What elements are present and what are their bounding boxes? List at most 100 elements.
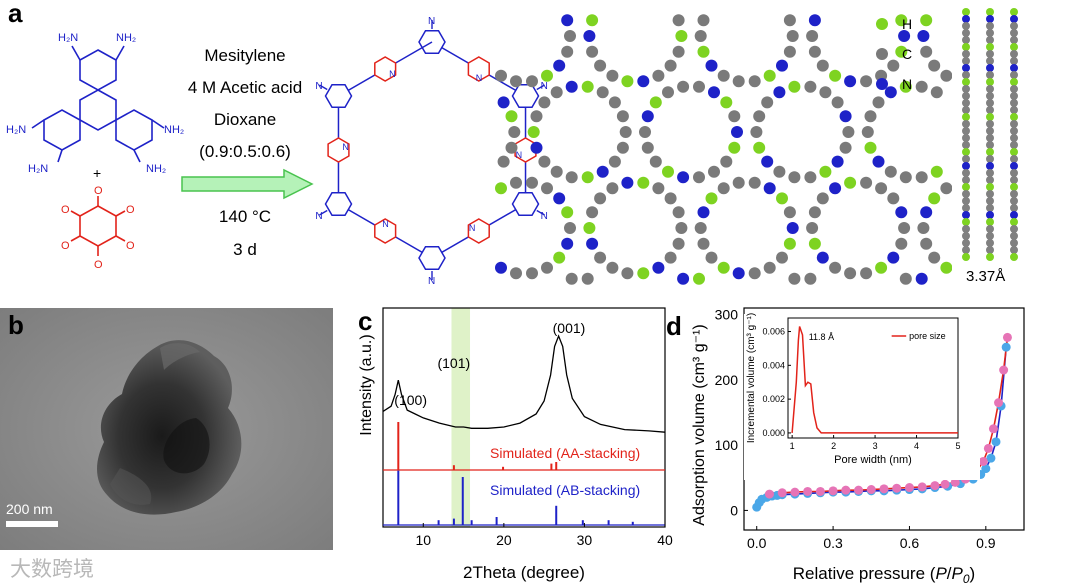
linker-ring <box>467 56 490 82</box>
inset-y-tick-label: 0.004 <box>762 360 785 370</box>
atom-sphere <box>928 251 941 264</box>
amine-labels: H₂N NH₂ H₂N H₂N NH₂ NH₂ <box>6 32 184 175</box>
stacked-atom <box>1010 155 1018 163</box>
atom-sphere <box>763 261 776 274</box>
stacked-atom <box>962 141 970 149</box>
atom-sphere <box>526 267 538 280</box>
stacked-atom <box>986 225 994 233</box>
atom-sphere <box>748 176 761 189</box>
stacked-atom <box>1010 190 1018 198</box>
stacked-atom <box>962 155 970 163</box>
atom-sphere <box>804 272 817 285</box>
atom-sphere <box>526 75 538 88</box>
stacked-atom <box>986 127 994 135</box>
atom-sphere <box>776 192 788 205</box>
pore-size-annotation: 11.8 Å <box>809 332 834 342</box>
atom-sphere <box>530 141 543 154</box>
desorption-point <box>866 485 876 495</box>
y-tick-label: 200 <box>715 372 739 388</box>
atom-sphere <box>672 45 685 58</box>
svg-text:H₂N: H₂N <box>28 163 48 175</box>
atom-sphere <box>783 45 796 58</box>
atom-sphere <box>708 86 720 99</box>
atom-sphere <box>920 14 933 27</box>
reaction-condition: Mesitylene <box>204 46 286 65</box>
carbon-legend-marker <box>876 48 888 60</box>
stacked-atom <box>962 64 970 72</box>
atom-sphere <box>761 96 774 109</box>
atom-sphere <box>915 272 928 285</box>
atom-sphere <box>561 206 574 219</box>
stacked-atom <box>1010 197 1018 205</box>
stacked-atom <box>986 141 994 149</box>
atom-sphere <box>697 14 710 27</box>
peak-highlight-band <box>451 308 471 527</box>
framework-extension <box>536 209 545 216</box>
stacked-atom <box>1010 176 1018 184</box>
stacking-side-view <box>962 8 1018 261</box>
peak-label: (100) <box>394 392 427 408</box>
watermark: 大数跨境 <box>10 558 94 581</box>
x-tick-label: 10 <box>415 532 431 548</box>
cof-lattice-model <box>495 14 952 285</box>
legend-label-n: N <box>902 76 912 92</box>
stacked-atom <box>986 106 994 114</box>
desorption-point <box>940 479 950 489</box>
stacked-atom <box>962 246 970 254</box>
atom-sphere <box>788 80 801 93</box>
atom-sphere <box>541 69 553 82</box>
reaction-condition: 140 °C <box>218 207 272 226</box>
atom-sphere <box>839 141 852 154</box>
atom-sphere <box>829 182 842 195</box>
atom-sphere <box>616 110 629 123</box>
stacked-atom <box>962 211 970 219</box>
svg-text:NH₂: NH₂ <box>146 163 166 175</box>
atom-sphere <box>672 237 685 250</box>
atom-sphere <box>581 272 594 285</box>
desorption-point <box>1002 332 1012 342</box>
nitrogen-label: N <box>476 73 483 83</box>
atom-sphere <box>928 192 941 205</box>
atom-sphere <box>495 261 507 274</box>
atom-sphere <box>864 110 877 123</box>
atom-sphere <box>776 251 788 264</box>
atom-sphere <box>586 14 599 27</box>
atom-sphere <box>616 141 629 154</box>
atom-sphere <box>564 222 576 234</box>
x-tick-label: 30 <box>577 532 593 548</box>
linker-ring <box>374 56 397 82</box>
stacked-atom <box>1010 253 1018 261</box>
y-tick-label: 100 <box>715 437 739 453</box>
atom-sphere <box>783 206 796 219</box>
stacked-atom <box>1010 64 1018 72</box>
atom-sphere <box>920 45 933 58</box>
stacked-atom <box>1010 148 1018 156</box>
atom-sphere <box>808 14 821 27</box>
atom-sphere <box>763 182 776 195</box>
isotherm-chart: 0.0 0.3 0.6 0.9 0 100 200 300 Relative pressure … <box>691 307 1025 586</box>
stacked-atom <box>962 57 970 65</box>
desorption-point <box>841 485 851 495</box>
atom-sphere <box>608 96 621 109</box>
carbonyl-labels: O O O O O O <box>61 185 135 271</box>
svg-text:H₂N: H₂N <box>58 32 78 44</box>
stacked-atom <box>986 155 994 163</box>
atom-sphere <box>621 267 634 280</box>
atom-sphere <box>717 182 730 195</box>
atom-sphere <box>565 272 578 285</box>
linker-ring <box>327 137 350 163</box>
desorption-point <box>917 482 927 492</box>
plot-frame <box>382 307 666 528</box>
atom-sphere <box>608 155 621 168</box>
atom-sphere <box>596 86 609 99</box>
reactant-structures: H₂N NH₂ H₂N H₂N NH₂ NH₂ + O O O O O O <box>6 32 184 271</box>
stacked-atom <box>1010 106 1018 114</box>
atom-sphere <box>510 75 522 88</box>
atom-sphere <box>639 126 651 138</box>
svg-text:H₂N: H₂N <box>6 124 26 136</box>
atom-sphere <box>898 222 911 234</box>
stacked-atom <box>986 113 994 121</box>
atom-sphere <box>872 96 885 109</box>
atom-sphere <box>864 141 877 154</box>
stacked-atom <box>962 197 970 205</box>
